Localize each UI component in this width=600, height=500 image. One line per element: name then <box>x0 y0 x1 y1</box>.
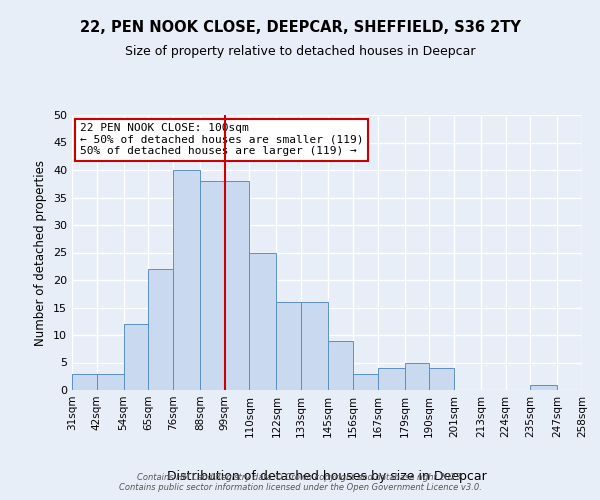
Bar <box>328 340 353 390</box>
Text: 22 PEN NOOK CLOSE: 100sqm
← 50% of detached houses are smaller (119)
50% of deta: 22 PEN NOOK CLOSE: 100sqm ← 50% of detac… <box>80 123 363 156</box>
Y-axis label: Number of detached properties: Number of detached properties <box>34 160 47 346</box>
Bar <box>250 252 277 390</box>
Bar <box>225 181 250 390</box>
Bar <box>429 368 454 390</box>
Bar <box>72 374 97 390</box>
Bar <box>353 374 377 390</box>
Text: Size of property relative to detached houses in Deepcar: Size of property relative to detached ho… <box>125 45 475 58</box>
Bar <box>377 368 404 390</box>
Text: Distribution of detached houses by size in Deepcar: Distribution of detached houses by size … <box>167 470 487 483</box>
Bar <box>301 302 328 390</box>
Bar <box>124 324 148 390</box>
Bar <box>173 170 200 390</box>
Text: Contains HM Land Registry data © Crown copyright and database right 2023.
Contai: Contains HM Land Registry data © Crown c… <box>119 473 481 492</box>
Bar <box>404 362 429 390</box>
Bar <box>200 181 225 390</box>
Bar <box>277 302 301 390</box>
Bar <box>97 374 124 390</box>
Bar <box>530 384 557 390</box>
Text: 22, PEN NOOK CLOSE, DEEPCAR, SHEFFIELD, S36 2TY: 22, PEN NOOK CLOSE, DEEPCAR, SHEFFIELD, … <box>80 20 520 35</box>
Bar <box>148 269 173 390</box>
